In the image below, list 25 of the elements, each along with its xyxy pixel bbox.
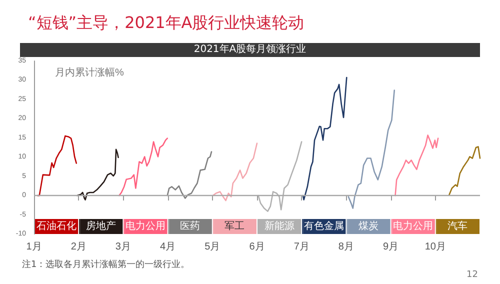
x-tick-label: 9月 bbox=[383, 242, 399, 252]
legend-label: 新能源 bbox=[264, 220, 294, 232]
legend-label: 煤炭 bbox=[358, 220, 378, 232]
legend-label: 石油石化 bbox=[36, 220, 76, 232]
x-tick-label: 2月 bbox=[70, 242, 86, 252]
x-tick-label: 6月 bbox=[249, 242, 265, 252]
x-tick-label: 3月 bbox=[115, 242, 131, 252]
x-tick-label: 1月 bbox=[26, 242, 42, 252]
x-tick-label: 4月 bbox=[160, 242, 176, 252]
chart-subtitle: 2021年A股每月领涨行业 bbox=[20, 43, 480, 57]
x-tick-label: 7月 bbox=[294, 242, 310, 252]
x-tick-label: 8月 bbox=[338, 242, 354, 252]
text: 12 bbox=[466, 270, 478, 280]
legend-label: 电力公用 bbox=[393, 220, 434, 232]
x-tick-label: 5月 bbox=[204, 242, 220, 252]
legend-label: 军工 bbox=[224, 221, 245, 232]
text: 注1：选取各月累计涨幅第一的一级行业。 bbox=[22, 258, 190, 271]
legend-label: 有色金属 bbox=[304, 220, 344, 232]
x-tick-label: 10月 bbox=[424, 242, 446, 252]
y-axis-title: 月内累计涨幅% bbox=[55, 66, 124, 78]
legend-label: 汽车 bbox=[448, 220, 468, 232]
legend-label: 房地产 bbox=[86, 220, 116, 232]
legend-label: 医药 bbox=[180, 220, 200, 232]
chart-title: “短钱”主导，2021年A股行业快速轮动 bbox=[28, 13, 304, 34]
legend-label: 电力公用 bbox=[126, 220, 166, 232]
